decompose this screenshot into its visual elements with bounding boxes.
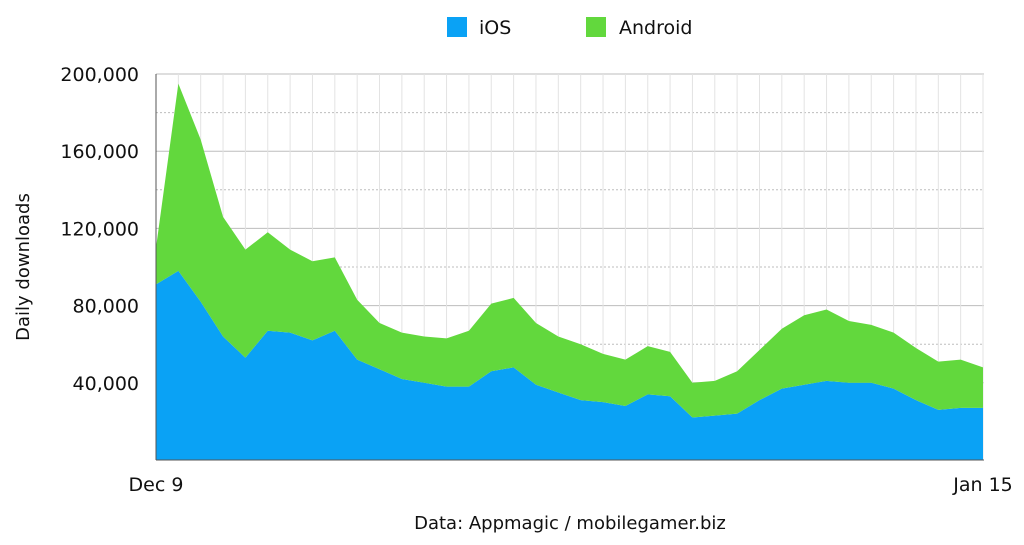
axes [155, 74, 984, 461]
y-tick-label: 200,000 [60, 64, 139, 86]
y-tick-label: 40,000 [73, 373, 139, 395]
y-tick-label: 160,000 [60, 141, 139, 163]
y-tick-labels: 40,000 80,000 120,000 160,000 200,000 [60, 64, 139, 395]
legend-swatch-android [586, 17, 606, 37]
y-axis-title: Daily downloads [13, 193, 34, 341]
legend-label-android: Android [619, 17, 692, 39]
series-area-ios [156, 270, 983, 460]
legend-swatch-ios [447, 17, 467, 37]
source-note: Data: Appmagic / mobilegamer.biz [414, 513, 726, 534]
stacked-areas [156, 83, 983, 460]
legend-label-ios: iOS [479, 17, 511, 39]
series-area-android [156, 83, 983, 418]
y-tick-label: 120,000 [60, 218, 139, 240]
x-tick-end: Jan 15 [952, 474, 1013, 496]
x-tick-start: Dec 9 [129, 474, 184, 496]
y-tick-label: 80,000 [73, 296, 139, 318]
legend: iOS Android [447, 17, 692, 39]
